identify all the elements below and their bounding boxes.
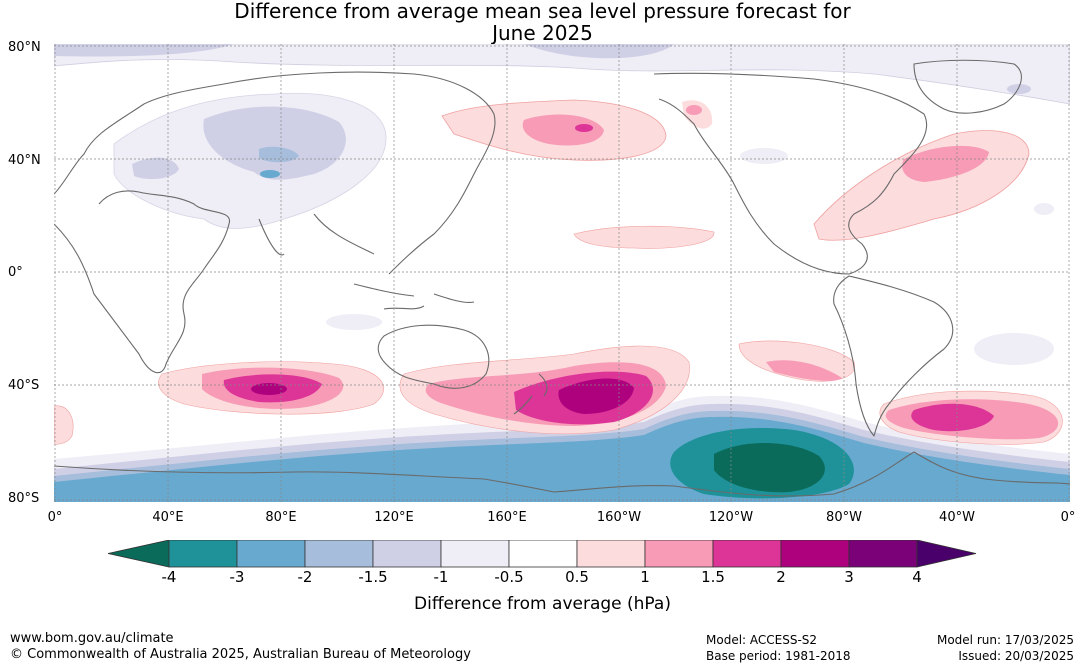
colorbar-tick: -0.5 <box>494 568 524 586</box>
graticule <box>54 44 1070 502</box>
lat-label-80n: 80°N <box>8 40 41 55</box>
footer-url[interactable]: www.bom.gov.au/climate <box>10 631 174 646</box>
subtropical-pacific-high <box>573 225 715 249</box>
footer-base-period: Base period: 1981-2018 <box>706 649 851 663</box>
map-title-line1: Difference from average mean sea level p… <box>234 0 851 23</box>
colorbar-tick: 4 <box>912 568 922 586</box>
colorbar-tick: -1.5 <box>358 568 388 586</box>
greenland-coast <box>913 59 1022 114</box>
lon-label-40e: 40°E <box>152 510 184 525</box>
north-pacific-high <box>441 99 713 161</box>
pressure-anomaly-map <box>54 44 1070 502</box>
footer-model: Model: ACCESS-S2 <box>706 633 818 647</box>
colorbar-tick: 1 <box>640 568 650 586</box>
colorbar-segment <box>304 540 374 568</box>
asia-coast <box>223 71 496 275</box>
colorbar-tick: -3 <box>229 568 245 586</box>
lon-label-160w: 160°W <box>596 510 642 525</box>
map-title-line2: June 2025 <box>492 21 593 45</box>
colorbar-extend-high <box>916 540 977 568</box>
maritime-islands <box>353 283 475 310</box>
new-zealand-coast <box>513 373 548 415</box>
north-atlantic-high <box>813 130 1030 241</box>
asia-negative-anomaly <box>113 92 387 229</box>
colorbar-segment <box>440 540 510 568</box>
colorbar-tick: 1.5 <box>701 568 725 586</box>
colorbar-tick: -2 <box>297 568 313 586</box>
colorbar <box>107 540 977 568</box>
colorbar-tick: 3 <box>844 568 854 586</box>
colorbar-segment <box>508 540 578 568</box>
colorbar-segments <box>107 540 977 568</box>
colorbar-segment <box>712 540 782 568</box>
lat-label-40s: 40°S <box>8 378 40 393</box>
lon-label-80w: 80°W <box>826 510 862 525</box>
lon-label-80e: 80°E <box>265 510 297 525</box>
lon-label-40w: 40°W <box>939 510 975 525</box>
lon-label-0-right: 0° <box>1060 510 1076 525</box>
colorbar-segment <box>236 540 306 568</box>
lon-label-160e: 160°E <box>487 510 527 525</box>
coastlines <box>54 59 1070 497</box>
colorbar-tick: 0.5 <box>565 568 589 586</box>
colorbar-tick: 2 <box>776 568 786 586</box>
antarctica-coast <box>54 451 1070 497</box>
lat-label-0: 0° <box>8 265 23 280</box>
lon-label-120w: 120°W <box>708 510 754 525</box>
south-america-coast <box>833 275 954 437</box>
north-america-coast <box>653 72 928 275</box>
lat-label-80s: 80°S <box>8 491 40 506</box>
colorbar-segment <box>168 540 238 568</box>
colorbar-segment <box>576 540 646 568</box>
colorbar-tick: -4 <box>161 568 177 586</box>
footer-copyright: © Commonwealth of Australia 2025, Austra… <box>10 647 471 662</box>
southern-ocean-negative-band <box>54 395 1070 502</box>
colorbar-segment <box>780 540 850 568</box>
footer-model-run: Model run: 17/03/2025 <box>936 633 1074 647</box>
lon-label-120e: 120°E <box>374 510 414 525</box>
lon-label-0-left: 0° <box>47 510 63 525</box>
colorbar-segment <box>848 540 918 568</box>
atlantic-negative-anomalies <box>740 84 1054 215</box>
colorbar-title: Difference from average (hPa) <box>414 594 671 614</box>
arctic-negative-anomaly <box>54 44 1070 105</box>
colorbar-segment <box>644 540 714 568</box>
colorbar-segment <box>372 540 442 568</box>
colorbar-tick: -1 <box>433 568 449 586</box>
australia-coast <box>377 324 490 389</box>
lat-label-40n: 40°N <box>8 153 41 168</box>
colorbar-extend-low <box>107 540 170 568</box>
footer-issued: Issued: 20/03/2025 <box>958 649 1074 663</box>
